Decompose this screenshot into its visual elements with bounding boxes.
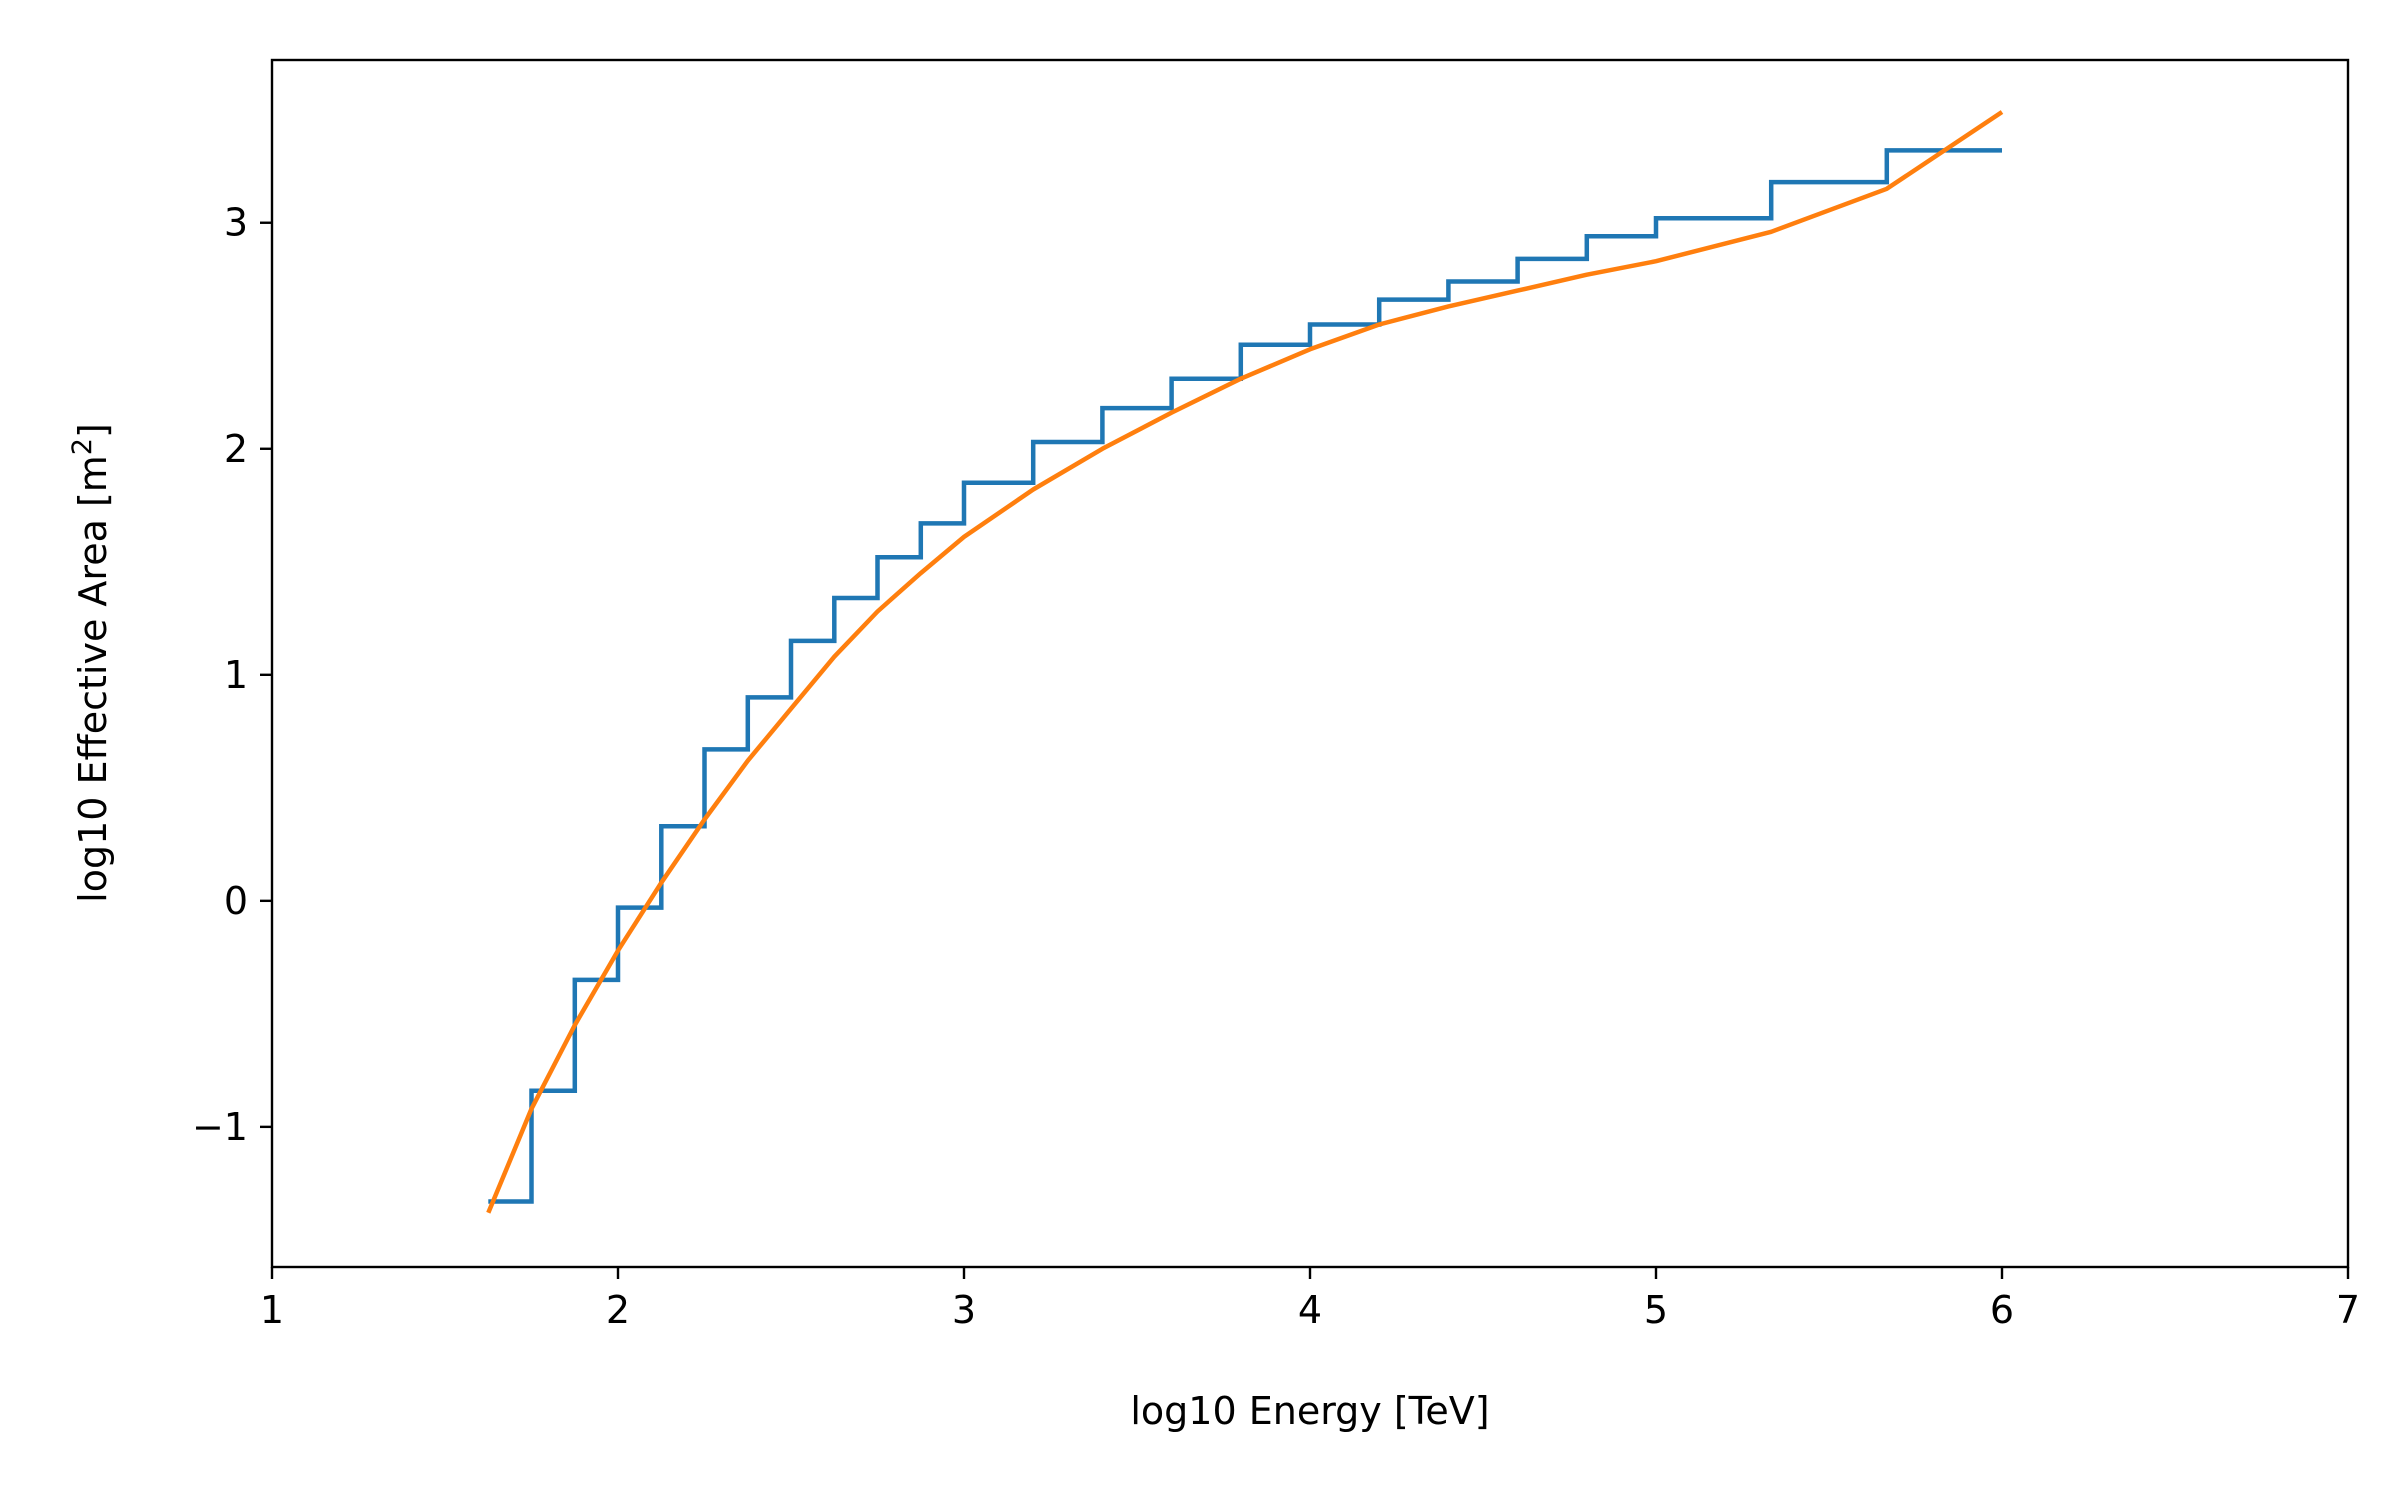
x-tick-label: 3 [952, 1288, 976, 1332]
series-fit-line [486, 110, 2004, 1214]
y-axis-label-superscript: 2 [67, 438, 98, 455]
y-axis-label-end: ] [71, 423, 115, 438]
x-tick-label: 6 [1990, 1288, 2014, 1332]
series-step-histogram [488, 148, 2002, 1204]
y-tick-label: 2 [224, 427, 248, 471]
y-tick-label: −1 [192, 1105, 248, 1149]
x-tick-label: 4 [1298, 1288, 1322, 1332]
plot-background [272, 60, 2348, 1267]
y-axis-label: log10 Effective Area [m2] [67, 423, 115, 903]
x-tick-label: 2 [606, 1288, 630, 1332]
y-tick-label: 0 [224, 879, 248, 923]
y-tick-label: 3 [224, 201, 248, 245]
ticks-layer: 1 2 3 4 5 6 7 −1 0 1 2 3 [192, 201, 2360, 1332]
series-layer [486, 110, 2004, 1214]
y-axis-label-main: log10 Effective Area [m [71, 455, 115, 903]
x-tick-label: 7 [2336, 1288, 2360, 1332]
x-axis-label: log10 Energy [TeV] [1130, 1389, 1489, 1433]
x-tick-label: 5 [1644, 1288, 1668, 1332]
x-tick-label: 1 [260, 1288, 284, 1332]
plot-frame [270, 58, 2350, 1269]
y-tick-label: 1 [224, 653, 248, 697]
